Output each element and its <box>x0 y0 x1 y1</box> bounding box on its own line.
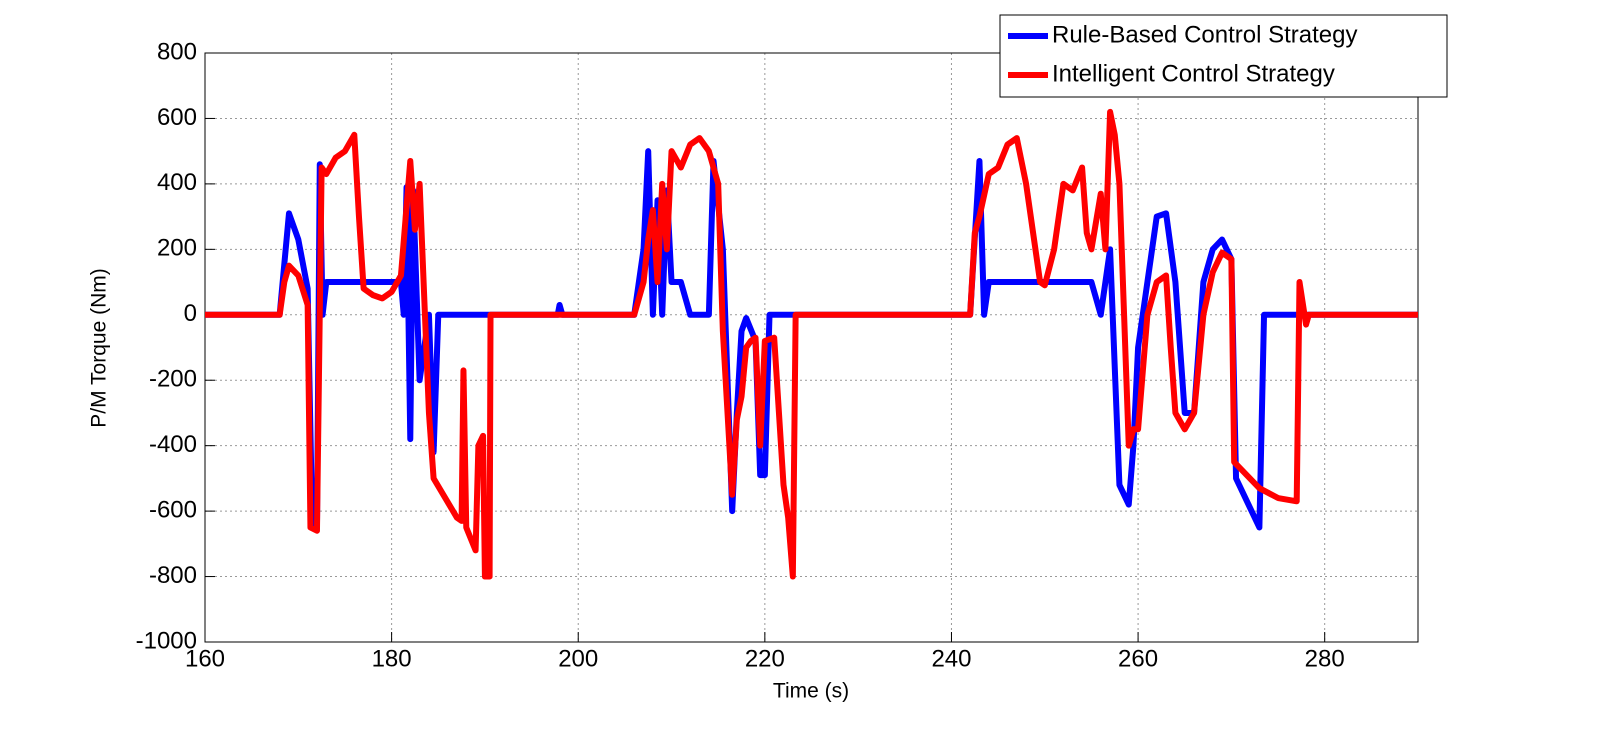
y-tick-label: -800 <box>149 562 197 589</box>
y-tick-label: -1000 <box>136 627 197 654</box>
plot-frame <box>204 52 1419 643</box>
x-tick-label: 160 <box>185 645 225 672</box>
x-tick-label: 200 <box>558 645 598 672</box>
x-axis-label: Time (s) <box>773 680 849 703</box>
y-tick-label: 800 <box>157 38 197 65</box>
y-tick-label: -200 <box>149 366 197 393</box>
y-tick-label: -600 <box>149 496 197 523</box>
legend-label: Rule-Based Control Strategy <box>1052 21 1357 48</box>
y-tick-label: -400 <box>149 431 197 458</box>
x-tick-label: 280 <box>1305 645 1345 672</box>
y-tick-label: 0 <box>184 300 197 327</box>
y-tick-label: 400 <box>157 169 197 196</box>
data-line <box>205 108 1418 580</box>
legend-box <box>999 14 1448 98</box>
y-axis-label: P/M Torque (Nm) <box>88 268 111 427</box>
x-tick-label: 180 <box>372 645 412 672</box>
legend-label: Intelligent Control Strategy <box>1052 60 1335 87</box>
x-tick-label: 260 <box>1118 645 1158 672</box>
x-tick-label: 220 <box>745 645 785 672</box>
y-tick-label: 600 <box>157 104 197 131</box>
x-tick-label: 240 <box>931 645 971 672</box>
y-tick-label: 200 <box>157 235 197 262</box>
